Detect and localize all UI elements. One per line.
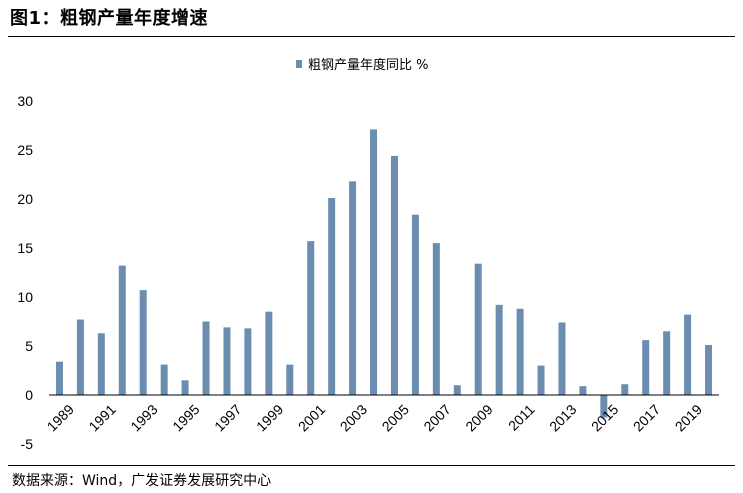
x-tick-label: 2001: [295, 401, 328, 434]
bar-2016: [621, 384, 629, 395]
bottom-rule: [8, 465, 735, 466]
bar-1996: [202, 321, 210, 395]
bar-2012: [537, 365, 545, 395]
x-tick-label: 2003: [337, 401, 370, 434]
bar-2020: [705, 345, 713, 395]
bar-1998: [244, 328, 252, 395]
y-tick-label: 10: [17, 289, 33, 305]
bar-1991: [97, 333, 105, 395]
bar-2008: [453, 385, 461, 395]
bar-2019: [684, 314, 692, 395]
x-tick-label: 2011: [505, 401, 538, 434]
y-tick-label: 20: [17, 191, 33, 207]
x-tick-label: 2009: [462, 401, 495, 434]
top-rule: [8, 36, 735, 37]
figure-title: 图1：粗钢产量年度增速: [10, 8, 209, 29]
bar-2014: [579, 386, 587, 395]
bar-2002: [328, 198, 336, 395]
x-tick-label: 1999: [253, 401, 286, 434]
x-tick-label: 2007: [420, 401, 453, 434]
bar-2018: [663, 331, 671, 395]
y-tick-label: 15: [17, 240, 33, 256]
bar-1999: [265, 311, 273, 395]
legend-label: 粗钢产量年度同比 %: [308, 57, 429, 73]
x-tick-label: 2017: [630, 401, 663, 434]
bar-2003: [349, 181, 357, 395]
y-axis: -5 0 5 10 15 20 25 30: [17, 93, 33, 452]
bar-2004: [370, 129, 378, 396]
y-tick-label: 25: [17, 142, 33, 158]
x-tick-label: 1991: [85, 401, 118, 434]
bar-2013: [558, 322, 566, 395]
bar-1993: [139, 290, 147, 395]
bar-1997: [223, 327, 231, 395]
bar-2000: [286, 364, 294, 395]
x-tick-label: 1995: [169, 401, 202, 434]
y-tick-label: 30: [17, 93, 33, 109]
bar-1992: [118, 265, 126, 395]
x-tick-label: 2019: [672, 401, 705, 434]
y-tick-label: 0: [25, 387, 33, 403]
source-note: 数据来源：Wind，广发证券发展研究中心: [12, 473, 272, 489]
legend: 粗钢产量年度同比 %: [296, 57, 429, 73]
x-tick-label: 2013: [546, 401, 579, 434]
x-tick-label: 1989: [44, 401, 77, 434]
legend-swatch: [296, 60, 302, 68]
x-tick-label: 1993: [127, 401, 160, 434]
bar-1989: [55, 361, 63, 395]
bars: [55, 129, 713, 418]
x-tick-label: 2015: [588, 401, 621, 434]
x-tick-label: 2005: [379, 401, 412, 434]
bar-1994: [160, 364, 168, 395]
y-tick-label: -5: [21, 436, 34, 452]
bar-2001: [307, 241, 315, 395]
bar-2007: [432, 243, 440, 395]
bar-2015: [600, 395, 608, 418]
bar-1995: [181, 380, 189, 395]
x-axis: 1989 1991 1993 1995 1997 1999 2001 2003 2005 2007…: [44, 401, 706, 434]
bar-2009: [474, 263, 482, 395]
bar-2005: [390, 155, 398, 395]
y-tick-label: 5: [25, 338, 33, 354]
bar-1990: [76, 319, 84, 395]
bar-2010: [495, 304, 503, 395]
x-tick-label: 1997: [211, 401, 244, 434]
bar-2011: [516, 308, 524, 395]
bar-2006: [411, 214, 419, 395]
bar-2017: [642, 340, 650, 395]
